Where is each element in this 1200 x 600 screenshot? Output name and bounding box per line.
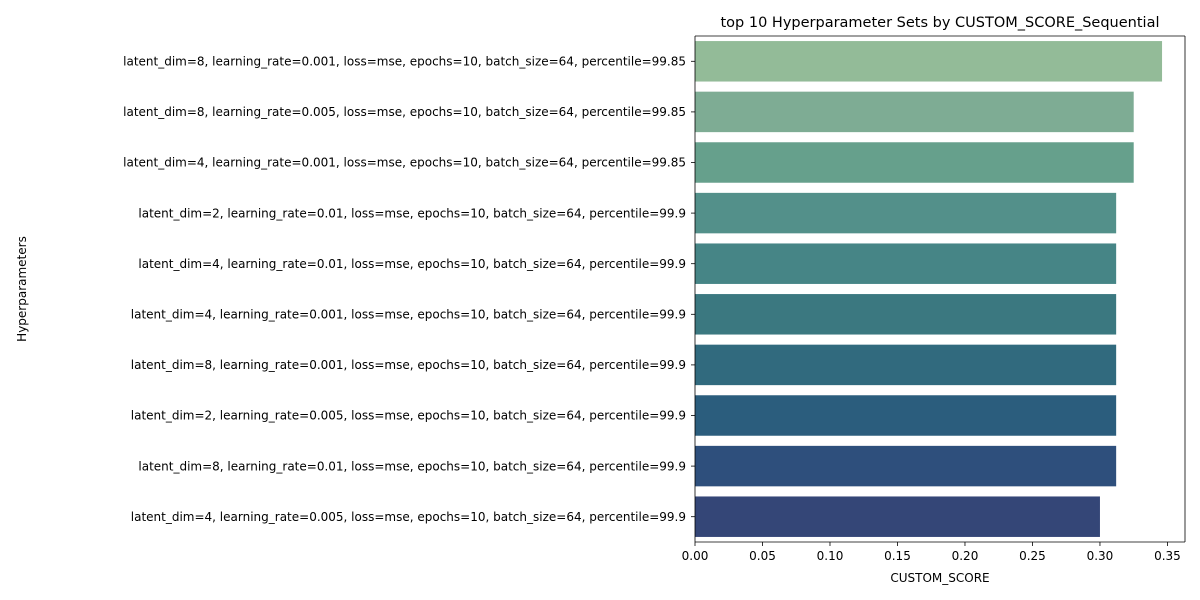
y-axis-label: Hyperparameters xyxy=(15,236,29,342)
y-tick-label: latent_dim=2, learning_rate=0.005, loss=… xyxy=(131,409,686,423)
x-axis-label: CUSTOM_SCORE xyxy=(890,571,989,585)
x-tick-label: 0.15 xyxy=(884,549,911,563)
bar xyxy=(695,91,1134,133)
bar xyxy=(695,294,1117,335)
bar xyxy=(695,344,1117,386)
bar xyxy=(695,243,1117,284)
y-tick-label: latent_dim=4, learning_rate=0.001, loss=… xyxy=(131,308,686,322)
bar xyxy=(695,142,1134,183)
x-tick-label: 0.10 xyxy=(817,549,844,563)
chart-title: top 10 Hyperparameter Sets by CUSTOM_SCO… xyxy=(721,15,1160,31)
y-tick-label: latent_dim=4, learning_rate=0.005, loss=… xyxy=(131,510,686,524)
y-tick-label: latent_dim=8, learning_rate=0.001, loss=… xyxy=(131,358,686,372)
y-tick-label: latent_dim=8, learning_rate=0.01, loss=m… xyxy=(138,459,686,473)
bar xyxy=(695,192,1117,234)
bar xyxy=(695,445,1117,487)
x-tick-label: 0.00 xyxy=(682,549,709,563)
bar xyxy=(695,395,1117,436)
y-tick-label: latent_dim=4, learning_rate=0.01, loss=m… xyxy=(138,257,686,271)
x-tick-label: 0.05 xyxy=(749,549,776,563)
x-tick-label: 0.20 xyxy=(952,549,979,563)
x-tick-label: 0.30 xyxy=(1087,549,1114,563)
y-tick-label: latent_dim=8, learning_rate=0.001, loss=… xyxy=(123,55,686,69)
x-tick-label: 0.25 xyxy=(1019,549,1046,563)
y-tick-label: latent_dim=8, learning_rate=0.005, loss=… xyxy=(123,105,686,119)
bar xyxy=(695,496,1100,537)
y-tick-label: latent_dim=2, learning_rate=0.01, loss=m… xyxy=(138,206,686,220)
bar xyxy=(695,41,1163,82)
x-tick-label: 0.35 xyxy=(1154,549,1181,563)
y-tick-label: latent_dim=4, learning_rate=0.001, loss=… xyxy=(123,156,686,170)
